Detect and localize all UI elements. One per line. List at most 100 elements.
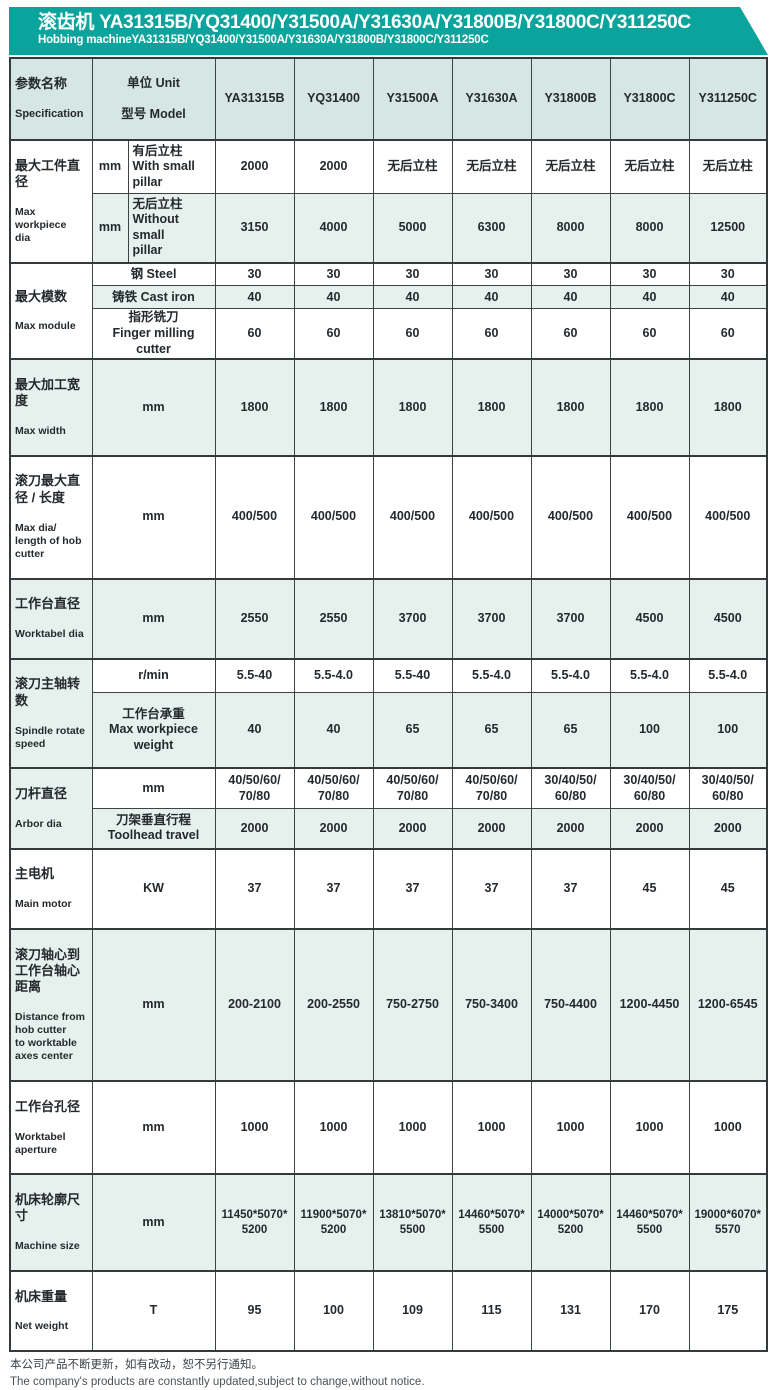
value-cell: 1000	[530, 1079, 611, 1175]
value-cell: 1800	[372, 358, 453, 457]
value-cell: 11900*5070* 5200	[293, 1173, 374, 1272]
value-cell: 2550	[293, 577, 374, 660]
unit-cell: mm	[91, 192, 129, 264]
param-label-net-weight: 机床重量 Net weight	[9, 1269, 93, 1352]
value-cell: 45	[688, 847, 768, 930]
value-cell: 2000	[293, 808, 374, 850]
value-cell: 40	[530, 285, 611, 310]
value-cell: 5.5-4.0	[688, 657, 768, 693]
value-cell: 60	[688, 308, 768, 360]
value-cell: 30/40/50/ 60/80	[530, 767, 611, 810]
value-cell: 5.5-40	[372, 657, 453, 693]
spec-column-header: 参数名称 Specification	[9, 57, 93, 142]
unit-cell: mm	[91, 454, 216, 579]
sub-param-cell: 指形铣刀 Finger milling cutter	[91, 308, 216, 360]
value-cell: 400/500	[609, 454, 690, 579]
value-cell: 40	[451, 285, 532, 310]
value-cell: 60	[372, 308, 453, 360]
value-cell: 109	[372, 1269, 453, 1352]
value-cell: 40	[293, 285, 374, 310]
value-cell: 5.5-4.0	[609, 657, 690, 693]
value-cell: 1000	[293, 1079, 374, 1175]
param-label-worktable-dia: 工作台直径 Worktabel dia	[9, 577, 93, 660]
value-cell: 65	[372, 691, 453, 769]
value-cell: 2000	[293, 139, 374, 194]
footer-note: 本公司产品不断更新，如有改动，恕不另行通知。 The company's pro…	[10, 1357, 774, 1390]
sub-param-cell: 钢 Steel	[91, 261, 216, 287]
param-label-max-workpiece-dia: 最大工件直径 Max workpiece dia	[9, 139, 93, 264]
value-cell: 400/500	[451, 454, 532, 579]
unit-cell: mm	[91, 767, 216, 810]
value-cell: 100	[293, 1269, 374, 1352]
model-header: Y31800C	[609, 57, 690, 142]
param-label-hob-cutter-dia: 滚刀最大直 径 / 长度 Max dia/ length of hob cutt…	[9, 454, 93, 579]
value-cell: 400/500	[293, 454, 374, 579]
param-label-main-motor: 主电机 Main motor	[9, 847, 93, 930]
value-cell: 40/50/60/ 70/80	[451, 767, 532, 810]
value-cell: 8000	[609, 192, 690, 264]
unit-cell: r/min	[91, 657, 216, 693]
value-cell: 200-2100	[214, 927, 295, 1082]
value-cell: 400/500	[372, 454, 453, 579]
value-cell: 5.5-4.0	[293, 657, 374, 693]
value-cell: 1800	[609, 358, 690, 457]
value-cell: 无后立柱	[372, 139, 453, 194]
value-cell: 5000	[372, 192, 453, 264]
value-cell: 1200-6545	[688, 927, 768, 1082]
unit-cell: mm	[91, 1173, 216, 1272]
value-cell: 8000	[530, 192, 611, 264]
value-cell: 2000	[214, 139, 295, 194]
value-cell: 1800	[451, 358, 532, 457]
value-cell: 3150	[214, 192, 295, 264]
model-header: YQ31400	[293, 57, 374, 142]
param-label-max-width: 最大加工宽度 Max width	[9, 358, 93, 457]
value-cell: 30	[214, 261, 295, 287]
unit-cell: mm	[91, 358, 216, 457]
value-cell: 1000	[688, 1079, 768, 1175]
value-cell: 2000	[372, 808, 453, 850]
unit-cell: mm	[91, 1079, 216, 1175]
value-cell: 60	[451, 308, 532, 360]
value-cell: 40/50/60/ 70/80	[214, 767, 295, 810]
value-cell: 37	[372, 847, 453, 930]
value-cell: 40	[688, 285, 768, 310]
value-cell: 13810*5070* 5500	[372, 1173, 453, 1272]
value-cell: 200-2550	[293, 927, 374, 1082]
value-cell: 400/500	[688, 454, 768, 579]
value-cell: 60	[609, 308, 690, 360]
value-cell: 3700	[451, 577, 532, 660]
param-label-hob-to-worktable-distance: 滚刀轴心到 工作台轴心 距离 Distance from hob cutter …	[9, 927, 93, 1082]
value-cell: 2000	[214, 808, 295, 850]
unit-model-column-header: 单位 Unit 型号 Model	[91, 57, 216, 142]
value-cell: 1800	[293, 358, 374, 457]
page-title: 滚齿机 YA31315B/YQ31400/Y31500A/Y31630A/Y31…	[38, 12, 691, 33]
value-cell: 11450*5070* 5200	[214, 1173, 295, 1272]
value-cell: 19000*6070* 5570	[688, 1173, 768, 1272]
value-cell: 175	[688, 1269, 768, 1352]
model-header: Y31500A	[372, 57, 453, 142]
sub-param-cell: 无后立柱 Without small pillar	[127, 192, 216, 264]
value-cell: 131	[530, 1269, 611, 1352]
value-cell: 1800	[214, 358, 295, 457]
value-cell: 14000*5070* 5200	[530, 1173, 611, 1272]
value-cell: 750-3400	[451, 927, 532, 1082]
model-header: YA31315B	[214, 57, 295, 142]
value-cell: 无后立柱	[688, 139, 768, 194]
value-cell: 60	[293, 308, 374, 360]
value-cell: 无后立柱	[609, 139, 690, 194]
value-cell: 37	[451, 847, 532, 930]
value-cell: 6300	[451, 192, 532, 264]
value-cell: 2000	[451, 808, 532, 850]
value-cell: 1000	[609, 1079, 690, 1175]
page-subtitle: Hobbing machineYA31315B/YQ31400/Y31500A/…	[38, 33, 489, 46]
value-cell: 无后立柱	[451, 139, 532, 194]
value-cell: 40	[609, 285, 690, 310]
value-cell: 1000	[451, 1079, 532, 1175]
param-label-worktable-aperture: 工作台孔径 Worktabel aperture	[9, 1079, 93, 1175]
value-cell: 40	[214, 691, 295, 769]
param-label-arbor-dia: 刀杆直径 Arbor dia	[9, 767, 93, 850]
value-cell: 37	[530, 847, 611, 930]
value-cell: 750-4400	[530, 927, 611, 1082]
value-cell: 2550	[214, 577, 295, 660]
value-cell: 1200-4450	[609, 927, 690, 1082]
